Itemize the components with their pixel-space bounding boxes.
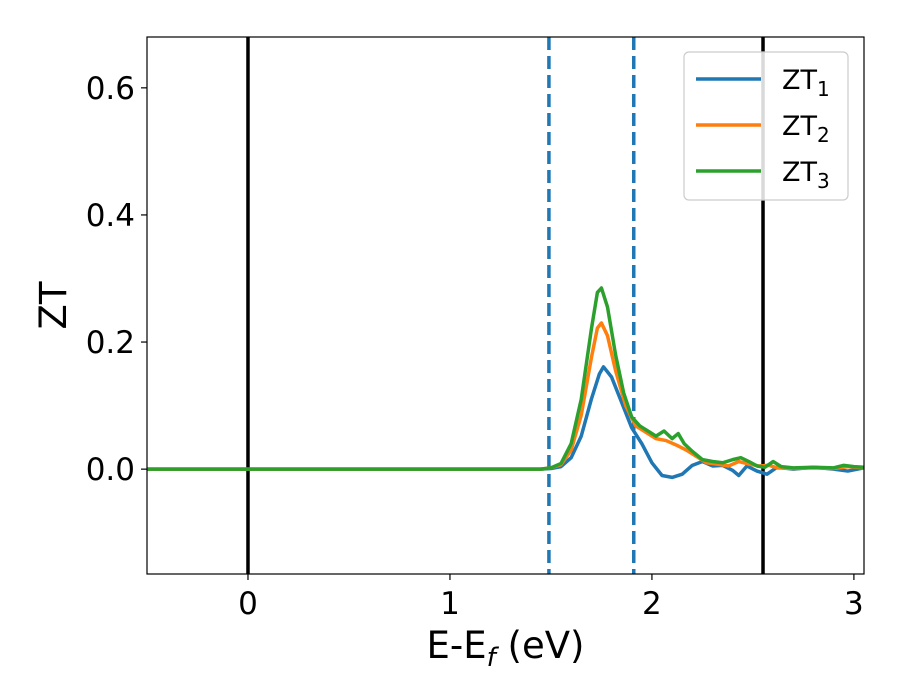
y-tick-label: 0.2 [86,325,135,361]
series-line-zt3 [147,286,864,471]
y-tick-label: 0.6 [86,71,135,107]
plot-frame [146,36,865,575]
x-axis-title-main: E-E [427,624,487,667]
y-tick-label: 0.4 [86,198,135,234]
x-tick-label: 1 [440,586,460,622]
x-tick-label: 2 [642,586,662,622]
legend-label-zt2: ZT2 [782,111,830,147]
x-tick-label: 0 [238,586,258,622]
series-line-zt1 [147,365,864,480]
x-axis-title: E-Ef (eV) [427,624,585,673]
legend: ZT1 ZT2 ZT3 [683,51,849,201]
legend-label-zt3: ZT3 [782,157,830,193]
x-axis-title-unit: (eV) [496,624,585,667]
x-tick-label: 3 [844,586,864,622]
series-line-zt2 [147,321,864,471]
y-tick-label: 0.0 [86,452,135,488]
legend-label-zt1: ZT1 [782,65,830,101]
legend-box [683,51,849,201]
y-axis-title: ZT [32,281,75,329]
